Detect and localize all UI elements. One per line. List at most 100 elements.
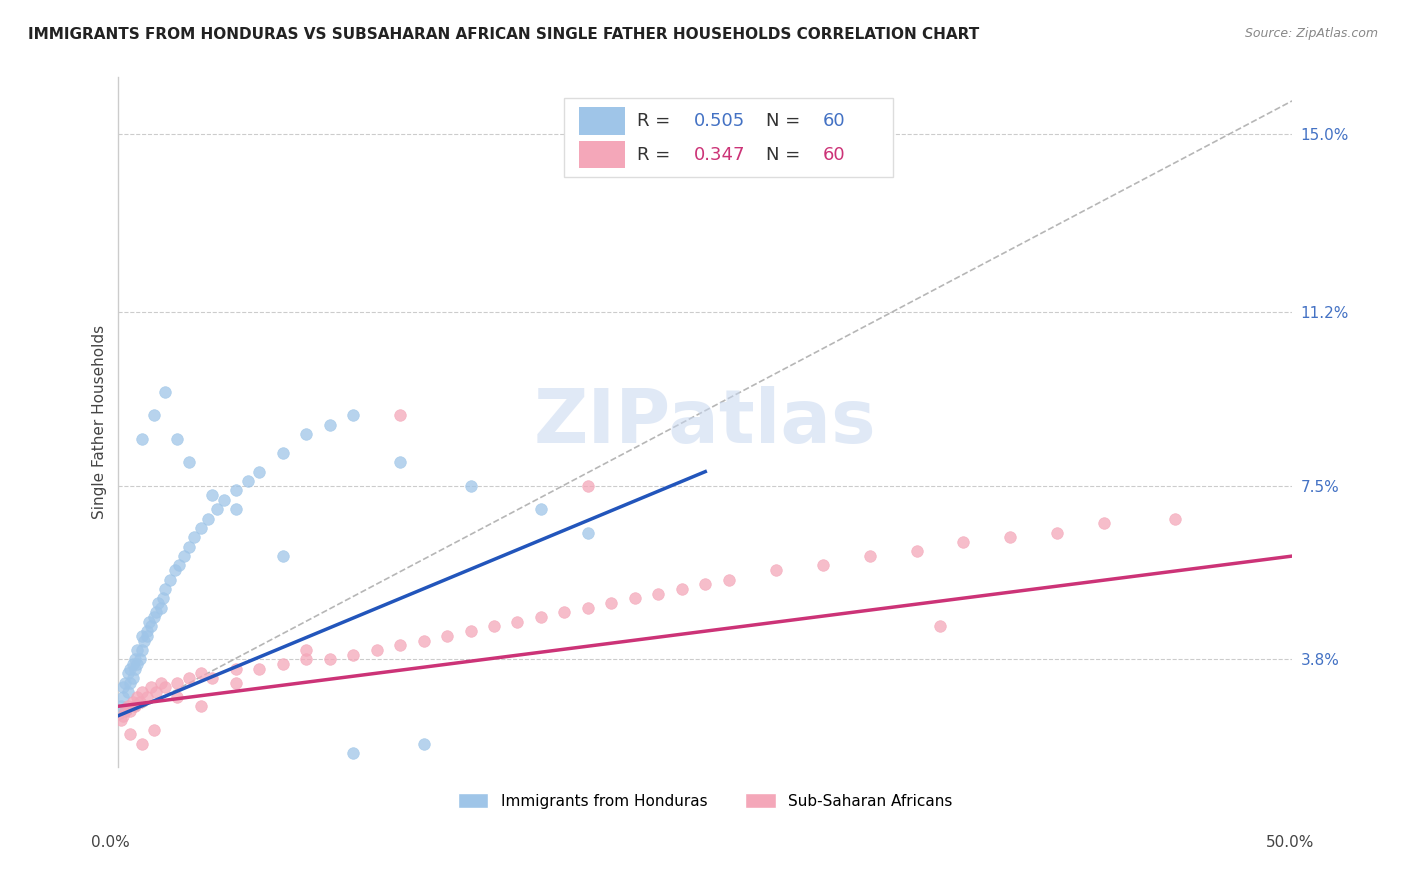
Point xyxy=(765,563,787,577)
Point xyxy=(124,652,146,666)
Point xyxy=(247,662,270,676)
Text: N =: N = xyxy=(766,145,806,164)
Point xyxy=(225,675,247,690)
Point xyxy=(114,704,136,718)
Point xyxy=(858,549,880,563)
Point xyxy=(576,479,599,493)
Text: IMMIGRANTS FROM HONDURAS VS SUBSAHARAN AFRICAN SINGLE FATHER HOUSEHOLDS CORRELAT: IMMIGRANTS FROM HONDURAS VS SUBSAHARAN A… xyxy=(28,27,980,42)
Point xyxy=(212,492,235,507)
Y-axis label: Single Father Households: Single Father Households xyxy=(93,326,107,519)
Point xyxy=(117,666,139,681)
Point xyxy=(389,409,412,423)
Point xyxy=(131,643,153,657)
Point xyxy=(236,474,259,488)
Text: 60: 60 xyxy=(823,112,845,130)
Point xyxy=(460,624,482,639)
Text: 0.0%: 0.0% xyxy=(91,836,131,850)
Point xyxy=(112,708,135,723)
Point xyxy=(131,737,153,751)
Text: N =: N = xyxy=(766,112,806,130)
Point xyxy=(155,384,177,399)
Text: R =: R = xyxy=(637,112,676,130)
Point xyxy=(576,600,599,615)
Point xyxy=(905,544,928,558)
Text: Source: ZipAtlas.com: Source: ZipAtlas.com xyxy=(1244,27,1378,40)
Point xyxy=(811,558,834,573)
Point xyxy=(134,633,156,648)
Point xyxy=(295,652,318,666)
Point xyxy=(389,455,412,469)
Point xyxy=(127,643,149,657)
Point xyxy=(389,638,412,652)
Point xyxy=(530,502,553,516)
Point xyxy=(110,714,132,728)
Point xyxy=(671,582,693,596)
Point xyxy=(128,694,150,708)
Point xyxy=(117,685,139,699)
Point xyxy=(149,600,172,615)
Point xyxy=(166,690,188,704)
Point xyxy=(482,619,505,633)
Point xyxy=(120,727,142,741)
Point xyxy=(342,409,364,423)
Point xyxy=(271,549,294,563)
Point xyxy=(121,694,143,708)
Point xyxy=(412,737,434,751)
Point xyxy=(169,558,191,573)
Point xyxy=(155,681,177,695)
Point xyxy=(366,643,388,657)
Point xyxy=(121,657,143,671)
Point xyxy=(173,549,195,563)
Point xyxy=(124,699,146,714)
Point xyxy=(120,704,142,718)
Point xyxy=(177,671,200,685)
Point xyxy=(127,657,149,671)
Point xyxy=(163,563,186,577)
Point xyxy=(1092,516,1115,531)
Point xyxy=(135,690,157,704)
Point xyxy=(412,633,434,648)
Point xyxy=(695,577,717,591)
FancyBboxPatch shape xyxy=(564,98,893,178)
Point xyxy=(295,643,318,657)
Point xyxy=(141,681,163,695)
Point xyxy=(225,502,247,516)
Point xyxy=(576,525,599,540)
Point xyxy=(149,675,172,690)
Point xyxy=(205,502,228,516)
Point xyxy=(530,610,553,624)
Point xyxy=(647,586,669,600)
Point xyxy=(190,521,212,535)
Point xyxy=(342,648,364,662)
Point xyxy=(141,619,163,633)
Point xyxy=(225,483,247,498)
Point xyxy=(128,652,150,666)
Point xyxy=(929,619,952,633)
Point xyxy=(138,615,160,629)
Point xyxy=(624,591,647,606)
Point xyxy=(553,606,575,620)
Point xyxy=(121,671,143,685)
Point xyxy=(190,699,212,714)
Point xyxy=(142,610,165,624)
Point xyxy=(225,662,247,676)
Point xyxy=(183,530,205,544)
Point xyxy=(114,704,136,718)
Point xyxy=(506,615,529,629)
Text: 50.0%: 50.0% xyxy=(1267,836,1315,850)
Point xyxy=(190,666,212,681)
Point xyxy=(460,479,482,493)
Text: 60: 60 xyxy=(823,145,845,164)
Point xyxy=(155,582,177,596)
Point xyxy=(135,629,157,643)
Point xyxy=(131,685,153,699)
Point xyxy=(295,427,318,442)
Point xyxy=(166,675,188,690)
Point xyxy=(145,606,167,620)
Point xyxy=(142,723,165,737)
Bar xyxy=(578,107,626,135)
Point xyxy=(197,511,219,525)
Point xyxy=(131,432,153,446)
Point xyxy=(1000,530,1022,544)
Point xyxy=(177,455,200,469)
